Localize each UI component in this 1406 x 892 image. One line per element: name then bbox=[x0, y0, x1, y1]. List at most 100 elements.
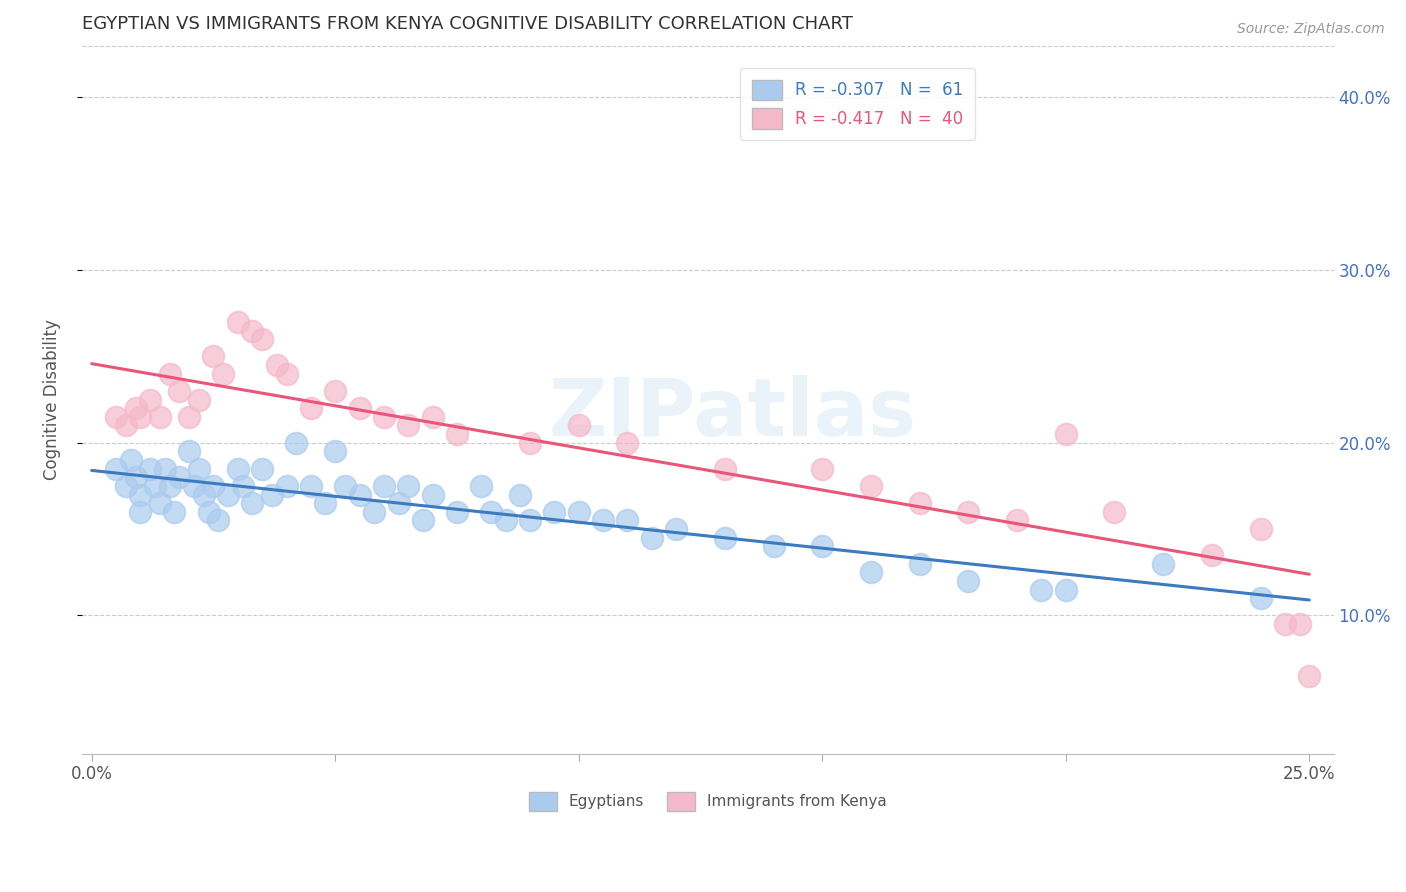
Point bbox=[422, 487, 444, 501]
Point bbox=[177, 444, 200, 458]
Point bbox=[250, 461, 273, 475]
Point bbox=[187, 392, 209, 407]
Point bbox=[470, 479, 492, 493]
Point bbox=[349, 487, 371, 501]
Point bbox=[124, 470, 146, 484]
Point bbox=[1274, 617, 1296, 632]
Point bbox=[422, 409, 444, 424]
Point bbox=[908, 496, 931, 510]
Point bbox=[387, 496, 409, 510]
Legend: Egyptians, Immigrants from Kenya: Egyptians, Immigrants from Kenya bbox=[523, 786, 893, 817]
Text: EGYPTIAN VS IMMIGRANTS FROM KENYA COGNITIVE DISABILITY CORRELATION CHART: EGYPTIAN VS IMMIGRANTS FROM KENYA COGNIT… bbox=[82, 15, 853, 33]
Point bbox=[412, 513, 434, 527]
Point bbox=[363, 505, 385, 519]
Point bbox=[665, 522, 688, 536]
Point bbox=[1152, 557, 1174, 571]
Point bbox=[114, 479, 136, 493]
Point bbox=[1250, 522, 1272, 536]
Point bbox=[177, 409, 200, 424]
Point bbox=[811, 539, 834, 553]
Point bbox=[266, 358, 288, 372]
Point bbox=[285, 435, 308, 450]
Point bbox=[299, 479, 322, 493]
Point bbox=[714, 531, 737, 545]
Point bbox=[592, 513, 614, 527]
Point bbox=[129, 505, 152, 519]
Point bbox=[1288, 617, 1310, 632]
Point bbox=[495, 513, 517, 527]
Point bbox=[169, 384, 191, 398]
Point bbox=[159, 479, 181, 493]
Point bbox=[519, 513, 541, 527]
Point bbox=[1104, 505, 1126, 519]
Point bbox=[373, 479, 395, 493]
Point bbox=[250, 332, 273, 346]
Point bbox=[242, 324, 264, 338]
Y-axis label: Cognitive Disability: Cognitive Disability bbox=[44, 319, 60, 480]
Point bbox=[163, 505, 186, 519]
Point bbox=[373, 409, 395, 424]
Point bbox=[616, 435, 638, 450]
Point bbox=[276, 479, 298, 493]
Point bbox=[859, 479, 882, 493]
Point bbox=[446, 427, 468, 442]
Text: ZIPatlas: ZIPatlas bbox=[548, 375, 917, 453]
Point bbox=[197, 505, 219, 519]
Point bbox=[333, 479, 356, 493]
Point bbox=[509, 487, 531, 501]
Point bbox=[519, 435, 541, 450]
Point bbox=[202, 350, 225, 364]
Point bbox=[1005, 513, 1028, 527]
Point bbox=[908, 557, 931, 571]
Point bbox=[479, 505, 502, 519]
Point bbox=[242, 496, 264, 510]
Point bbox=[153, 461, 176, 475]
Point bbox=[446, 505, 468, 519]
Point bbox=[396, 479, 419, 493]
Point bbox=[217, 487, 239, 501]
Point bbox=[139, 392, 162, 407]
Point bbox=[212, 367, 235, 381]
Point bbox=[120, 453, 142, 467]
Point bbox=[299, 401, 322, 416]
Point bbox=[226, 315, 249, 329]
Point bbox=[859, 566, 882, 580]
Point bbox=[714, 461, 737, 475]
Point bbox=[1250, 591, 1272, 606]
Point bbox=[349, 401, 371, 416]
Point bbox=[193, 487, 215, 501]
Point bbox=[149, 409, 172, 424]
Point bbox=[183, 479, 205, 493]
Text: Source: ZipAtlas.com: Source: ZipAtlas.com bbox=[1237, 22, 1385, 37]
Point bbox=[1201, 548, 1223, 562]
Point bbox=[276, 367, 298, 381]
Point bbox=[159, 367, 181, 381]
Point bbox=[568, 505, 591, 519]
Point bbox=[139, 461, 162, 475]
Point bbox=[641, 531, 664, 545]
Point bbox=[105, 409, 128, 424]
Point bbox=[129, 409, 152, 424]
Point bbox=[124, 401, 146, 416]
Point bbox=[957, 574, 980, 588]
Point bbox=[811, 461, 834, 475]
Point bbox=[1031, 582, 1053, 597]
Point bbox=[1298, 669, 1320, 683]
Point bbox=[1054, 427, 1077, 442]
Point bbox=[143, 479, 166, 493]
Point bbox=[129, 487, 152, 501]
Point bbox=[568, 418, 591, 433]
Point bbox=[169, 470, 191, 484]
Point bbox=[1054, 582, 1077, 597]
Point bbox=[260, 487, 283, 501]
Point bbox=[314, 496, 336, 510]
Point bbox=[232, 479, 254, 493]
Point bbox=[762, 539, 785, 553]
Point bbox=[396, 418, 419, 433]
Point bbox=[543, 505, 565, 519]
Point bbox=[957, 505, 980, 519]
Point bbox=[207, 513, 229, 527]
Point bbox=[616, 513, 638, 527]
Point bbox=[226, 461, 249, 475]
Point bbox=[149, 496, 172, 510]
